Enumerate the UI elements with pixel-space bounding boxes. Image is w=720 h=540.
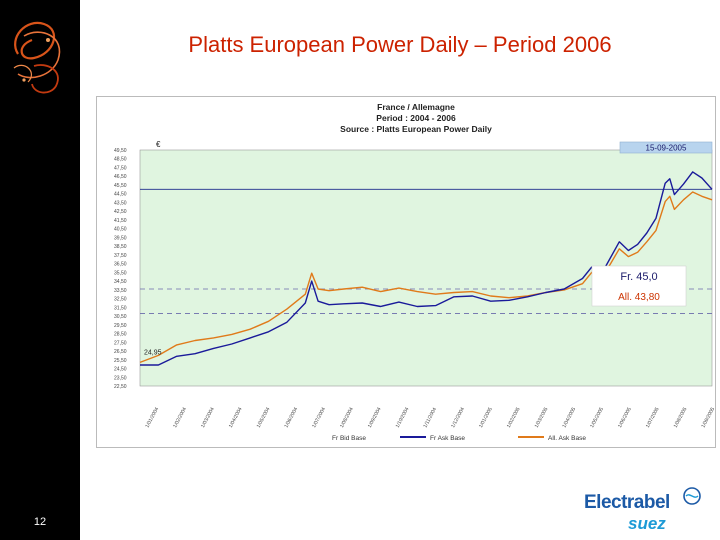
y-tick-label: 24,50 <box>114 367 127 373</box>
chart-title-line: Source : Platts European Power Daily <box>340 124 492 134</box>
y-tick-label: 29,50 <box>114 323 127 329</box>
chart-title-line: Period : 2004 - 2006 <box>376 113 456 123</box>
y-tick-label: 39,50 <box>114 235 127 241</box>
start-value-label: 24,95 <box>144 350 162 357</box>
legend-label: Fr Ask Base <box>430 435 465 442</box>
y-tick-label: 26,50 <box>114 349 127 355</box>
annotation-all: All. 43,80 <box>618 292 660 303</box>
brand-logo: Electrabel suez <box>584 486 706 536</box>
y-tick-label: 48,50 <box>114 157 127 163</box>
legend-label: All. Ask Base <box>548 435 586 442</box>
brand-name: Electrabel <box>584 492 670 514</box>
slide-title: Platts European Power Daily – Period 200… <box>80 32 720 58</box>
chart-container: France / Allemagne Period : 2004 - 2006 So… <box>96 96 716 448</box>
y-tick-label: 35,50 <box>114 270 127 276</box>
y-tick-label: 27,50 <box>114 340 127 346</box>
date-label: 15-09-2005 <box>646 144 687 153</box>
legend-label: Fr Bid Base <box>332 435 366 442</box>
y-tick-label: 28,50 <box>114 332 127 338</box>
y-tick-label: 34,50 <box>114 279 127 285</box>
chart-title-line: France / Allemagne <box>377 102 455 112</box>
y-tick-label: 47,50 <box>114 165 127 171</box>
brand-sub: suez <box>628 514 666 534</box>
brand-globe-icon <box>682 486 702 506</box>
y-tick-label: 43,50 <box>114 200 127 206</box>
unit-label: € <box>156 140 161 149</box>
y-tick-label: 31,50 <box>114 305 127 311</box>
y-tick-label: 38,50 <box>114 244 127 250</box>
y-tick-label: 30,50 <box>114 314 127 320</box>
annotation-fr: Fr. 45,0 <box>620 271 657 283</box>
y-tick-label: 44,50 <box>114 192 127 198</box>
y-tick-label: 46,50 <box>114 174 127 180</box>
y-tick-label: 37,50 <box>114 253 127 259</box>
y-tick-label: 49,50 <box>114 148 127 154</box>
y-tick-label: 33,50 <box>114 288 127 294</box>
y-tick-label: 36,50 <box>114 262 127 268</box>
swirl-logo-icon <box>4 10 74 100</box>
y-tick-label: 45,50 <box>114 183 127 189</box>
y-tick-label: 40,50 <box>114 227 127 233</box>
y-tick-label: 23,50 <box>114 375 127 381</box>
page-number: 12 <box>0 516 80 528</box>
y-tick-label: 41,50 <box>114 218 127 224</box>
sidebar: 12 <box>0 0 80 540</box>
y-tick-label: 22,50 <box>114 384 127 390</box>
y-tick-label: 32,50 <box>114 297 127 303</box>
y-tick-label: 25,50 <box>114 358 127 364</box>
y-tick-label: 42,50 <box>114 209 127 215</box>
